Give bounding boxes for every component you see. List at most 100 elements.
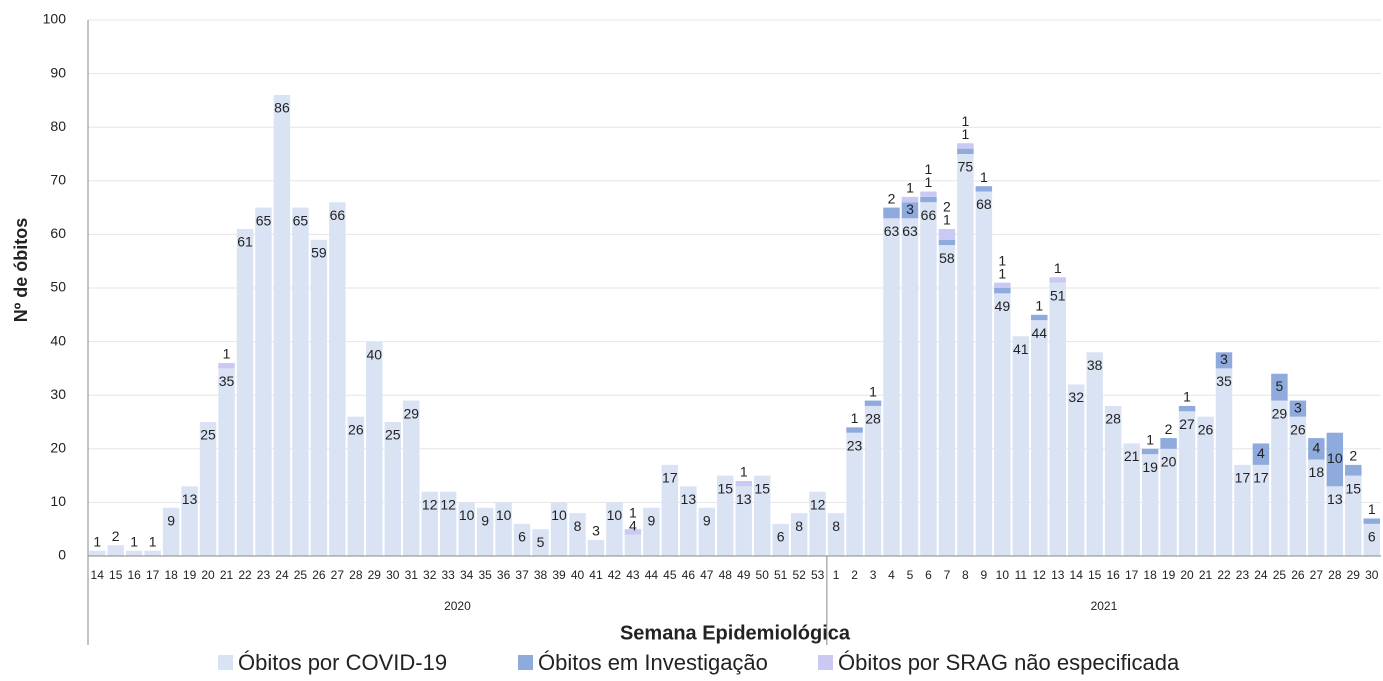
x-tick-label: 8 — [962, 568, 969, 582]
x-axis-title: Semana Epidemiológica — [620, 622, 851, 644]
x-group-label: 2021 — [1091, 599, 1118, 613]
bar-segment — [846, 427, 863, 433]
data-label: 1 — [869, 383, 877, 399]
legend-label: Óbitos por COVID-19 — [238, 650, 447, 675]
data-label: 86 — [274, 100, 290, 116]
data-label: 1 — [925, 174, 933, 190]
bar-segment — [1178, 405, 1196, 412]
data-label: 65 — [256, 212, 272, 228]
data-label: 63 — [884, 223, 900, 239]
bar-segment — [1123, 443, 1140, 556]
x-tick-label: 44 — [645, 568, 659, 582]
data-label: 28 — [865, 411, 881, 427]
bar-segment — [624, 534, 642, 556]
bar-segment — [1049, 277, 1066, 283]
x-tick-label: 10 — [996, 568, 1010, 582]
x-tick-label: 20 — [201, 568, 215, 582]
x-tick-label: 37 — [515, 568, 529, 582]
x-tick-label: 24 — [1254, 568, 1268, 582]
data-label: 2 — [1165, 421, 1173, 437]
bar-segment — [1345, 475, 1362, 556]
bar-segment — [920, 196, 937, 203]
data-label: 51 — [1050, 287, 1066, 303]
bar-segment — [1160, 448, 1177, 556]
y-tick-label: 20 — [50, 440, 66, 456]
y-tick-label: 60 — [50, 225, 66, 241]
x-group-label: 2020 — [444, 599, 471, 613]
x-tick-label: 6 — [925, 568, 932, 582]
x-tick-label: 29 — [368, 568, 382, 582]
bar-segment — [1104, 405, 1122, 556]
data-label: 1 — [851, 410, 859, 426]
data-label: 23 — [847, 437, 863, 453]
data-label: 1 — [130, 533, 138, 549]
data-label: 13 — [736, 491, 752, 507]
bar-segment — [458, 502, 475, 556]
bar-segment — [680, 486, 697, 556]
bar-segment — [1363, 518, 1380, 524]
bar-segment — [1234, 464, 1251, 556]
bar-segment — [292, 207, 309, 556]
bar-segment — [495, 502, 512, 556]
x-tick-label: 33 — [442, 568, 456, 582]
y-tick-label: 10 — [50, 493, 66, 509]
data-label: 25 — [200, 427, 216, 443]
x-tick-label: 50 — [756, 568, 770, 582]
x-tick-label: 18 — [164, 568, 178, 582]
bar-segment — [1289, 400, 1307, 417]
data-label: 10 — [551, 507, 567, 523]
bar-segment — [1289, 416, 1307, 556]
data-label: 3 — [1294, 399, 1302, 415]
bar-segment — [403, 400, 420, 556]
bar-segment — [1308, 438, 1325, 460]
data-label: 20 — [1161, 454, 1177, 470]
bar-segment — [125, 550, 143, 556]
bar-segment — [698, 507, 716, 556]
data-label: 15 — [717, 480, 733, 496]
x-tick-label: 35 — [478, 568, 492, 582]
x-tick-label: 25 — [1273, 568, 1287, 582]
data-label: 5 — [537, 534, 545, 550]
x-tick-label: 43 — [626, 568, 640, 582]
data-label: 12 — [810, 496, 826, 512]
data-label: 1 — [1183, 389, 1191, 405]
y-tick-label: 0 — [58, 547, 66, 563]
data-label: 63 — [902, 223, 918, 239]
data-label: 8 — [574, 518, 582, 534]
data-label: 3 — [1220, 351, 1228, 367]
data-label: 2 — [943, 199, 951, 215]
bar-segment — [883, 207, 900, 219]
data-label: 10 — [496, 507, 512, 523]
data-label: 44 — [1031, 325, 1047, 341]
bar-segment — [827, 513, 845, 556]
data-label: 13 — [182, 491, 198, 507]
data-label: 2 — [888, 190, 896, 206]
x-tick-label: 32 — [423, 568, 437, 582]
y-tick-label: 100 — [43, 11, 67, 27]
x-tick-label: 23 — [1236, 568, 1250, 582]
data-label: 32 — [1068, 389, 1084, 405]
data-label: 10 — [607, 507, 623, 523]
bar-segment — [735, 480, 752, 487]
legend-label: Óbitos por SRAG não especificada — [838, 650, 1180, 675]
data-label: 38 — [1087, 357, 1103, 373]
data-label: 1 — [93, 533, 101, 549]
bar-segment — [1141, 454, 1159, 556]
x-tick-label: 46 — [682, 568, 696, 582]
y-tick-label: 80 — [50, 118, 66, 134]
data-label: 25 — [385, 427, 401, 443]
x-tick-label: 28 — [1328, 568, 1342, 582]
data-label: 1 — [1368, 501, 1376, 517]
bar-segment — [1049, 282, 1066, 556]
bar-segment — [883, 218, 900, 556]
x-tick-label: 42 — [608, 568, 622, 582]
data-label: 17 — [1253, 470, 1269, 486]
x-tick-label: 39 — [552, 568, 566, 582]
data-label: 9 — [481, 512, 489, 528]
bar-segment — [643, 507, 660, 556]
x-tick-label: 21 — [1199, 568, 1213, 582]
data-label: 1 — [961, 126, 969, 142]
bar-segment — [606, 502, 623, 556]
bar-segment — [994, 288, 1011, 294]
